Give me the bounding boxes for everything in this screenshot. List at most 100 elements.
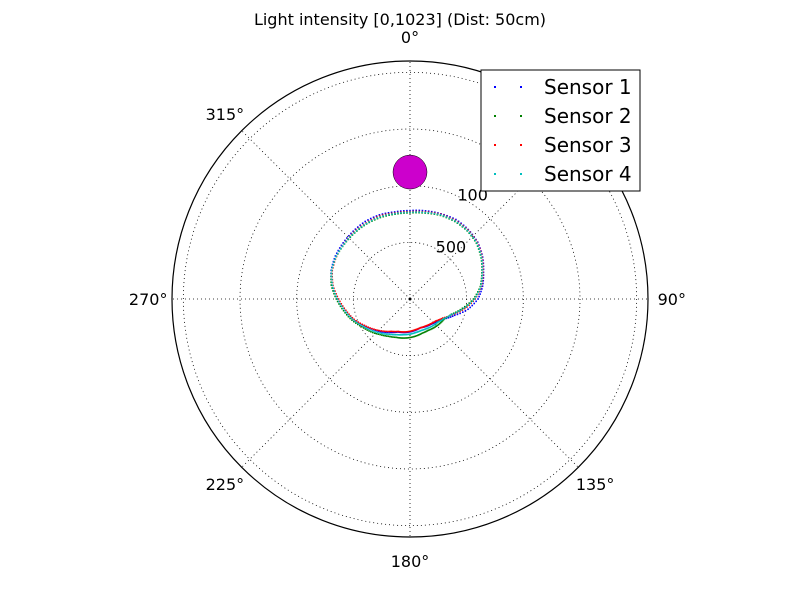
data-point <box>477 298 479 300</box>
data-point <box>387 211 390 214</box>
radial-gridline <box>239 128 581 470</box>
data-point <box>394 333 397 336</box>
data-point <box>409 211 411 214</box>
data-point <box>482 282 484 285</box>
data-point <box>331 287 333 289</box>
legend-entry: Sensor 4 <box>494 162 632 186</box>
data-point <box>415 328 418 331</box>
data-point <box>404 331 407 333</box>
data-point <box>401 331 403 333</box>
data-point <box>415 335 418 337</box>
data-point <box>390 336 393 338</box>
data-point <box>427 329 429 332</box>
data-point <box>406 333 409 336</box>
data-point <box>415 209 417 212</box>
data-point <box>334 258 336 260</box>
data-point <box>385 330 388 333</box>
data-point <box>436 319 439 322</box>
data-point <box>433 321 435 323</box>
data-point <box>452 217 454 219</box>
data-point <box>430 212 433 214</box>
data-point <box>406 330 409 333</box>
data-point <box>352 318 354 321</box>
data-point <box>341 245 344 247</box>
data-point <box>342 307 344 310</box>
legend-entry: Sensor 1 <box>494 75 632 99</box>
data-point <box>345 309 347 312</box>
data-point <box>432 324 435 327</box>
data-point <box>455 218 457 221</box>
data-point <box>476 242 478 244</box>
data-point <box>463 307 466 310</box>
data-point <box>398 334 401 336</box>
data-point <box>408 330 410 333</box>
data-point <box>361 323 364 326</box>
legend-label: Sensor 3 <box>544 133 632 157</box>
data-point <box>365 325 368 328</box>
data-point <box>415 331 417 334</box>
data-point <box>382 334 385 337</box>
data-point <box>481 262 484 265</box>
data-point <box>379 333 381 336</box>
angle-tick-label: 90° <box>658 290 686 309</box>
data-point <box>391 333 394 336</box>
data-point <box>453 314 456 317</box>
angle-tick-label: 270° <box>129 290 168 309</box>
data-point <box>334 292 336 295</box>
data-point <box>457 310 459 312</box>
data-point <box>423 331 426 333</box>
data-point <box>365 222 368 225</box>
data-point <box>468 232 471 234</box>
data-point <box>369 327 371 329</box>
data-point <box>336 295 339 298</box>
data-point <box>474 295 476 298</box>
data-point <box>433 326 435 329</box>
data-point <box>356 226 359 228</box>
data-point <box>388 213 390 216</box>
data-point <box>429 328 432 331</box>
data-point <box>367 326 369 329</box>
data-point <box>358 227 360 230</box>
data-point <box>415 211 417 213</box>
data-point <box>360 226 363 228</box>
data-point <box>351 233 353 236</box>
data-point <box>441 320 444 322</box>
data-point <box>406 211 408 214</box>
data-point <box>422 328 425 331</box>
data-point <box>345 311 348 314</box>
data-point <box>459 310 461 313</box>
data-point <box>441 318 444 321</box>
data-point <box>359 224 361 226</box>
data-point <box>387 333 389 336</box>
legend-marker <box>494 86 496 88</box>
data-point <box>482 279 485 282</box>
data-point <box>463 305 466 308</box>
data-point <box>433 212 436 215</box>
data-point <box>394 330 397 333</box>
data-point <box>472 298 475 300</box>
data-point <box>476 293 479 296</box>
data-point <box>449 216 451 218</box>
data-point <box>465 306 467 308</box>
data-point <box>481 288 483 290</box>
data-point <box>414 328 417 331</box>
data-point <box>345 240 347 243</box>
origin-point <box>408 297 412 301</box>
data-point <box>397 330 399 333</box>
data-point <box>478 295 480 298</box>
data-point <box>342 309 345 312</box>
legend-label: Sensor 4 <box>544 162 632 186</box>
data-point <box>347 238 349 240</box>
data-point <box>481 280 483 282</box>
data-point <box>418 211 420 213</box>
data-point <box>367 328 370 330</box>
data-point <box>455 311 458 314</box>
data-point <box>396 330 398 333</box>
angle-tick-label: 180° <box>391 552 430 571</box>
legend-marker <box>494 173 496 175</box>
data-point <box>375 332 378 335</box>
series-3 <box>331 210 484 333</box>
marker-circle <box>392 154 428 190</box>
data-point <box>400 211 402 214</box>
data-point <box>427 327 429 329</box>
